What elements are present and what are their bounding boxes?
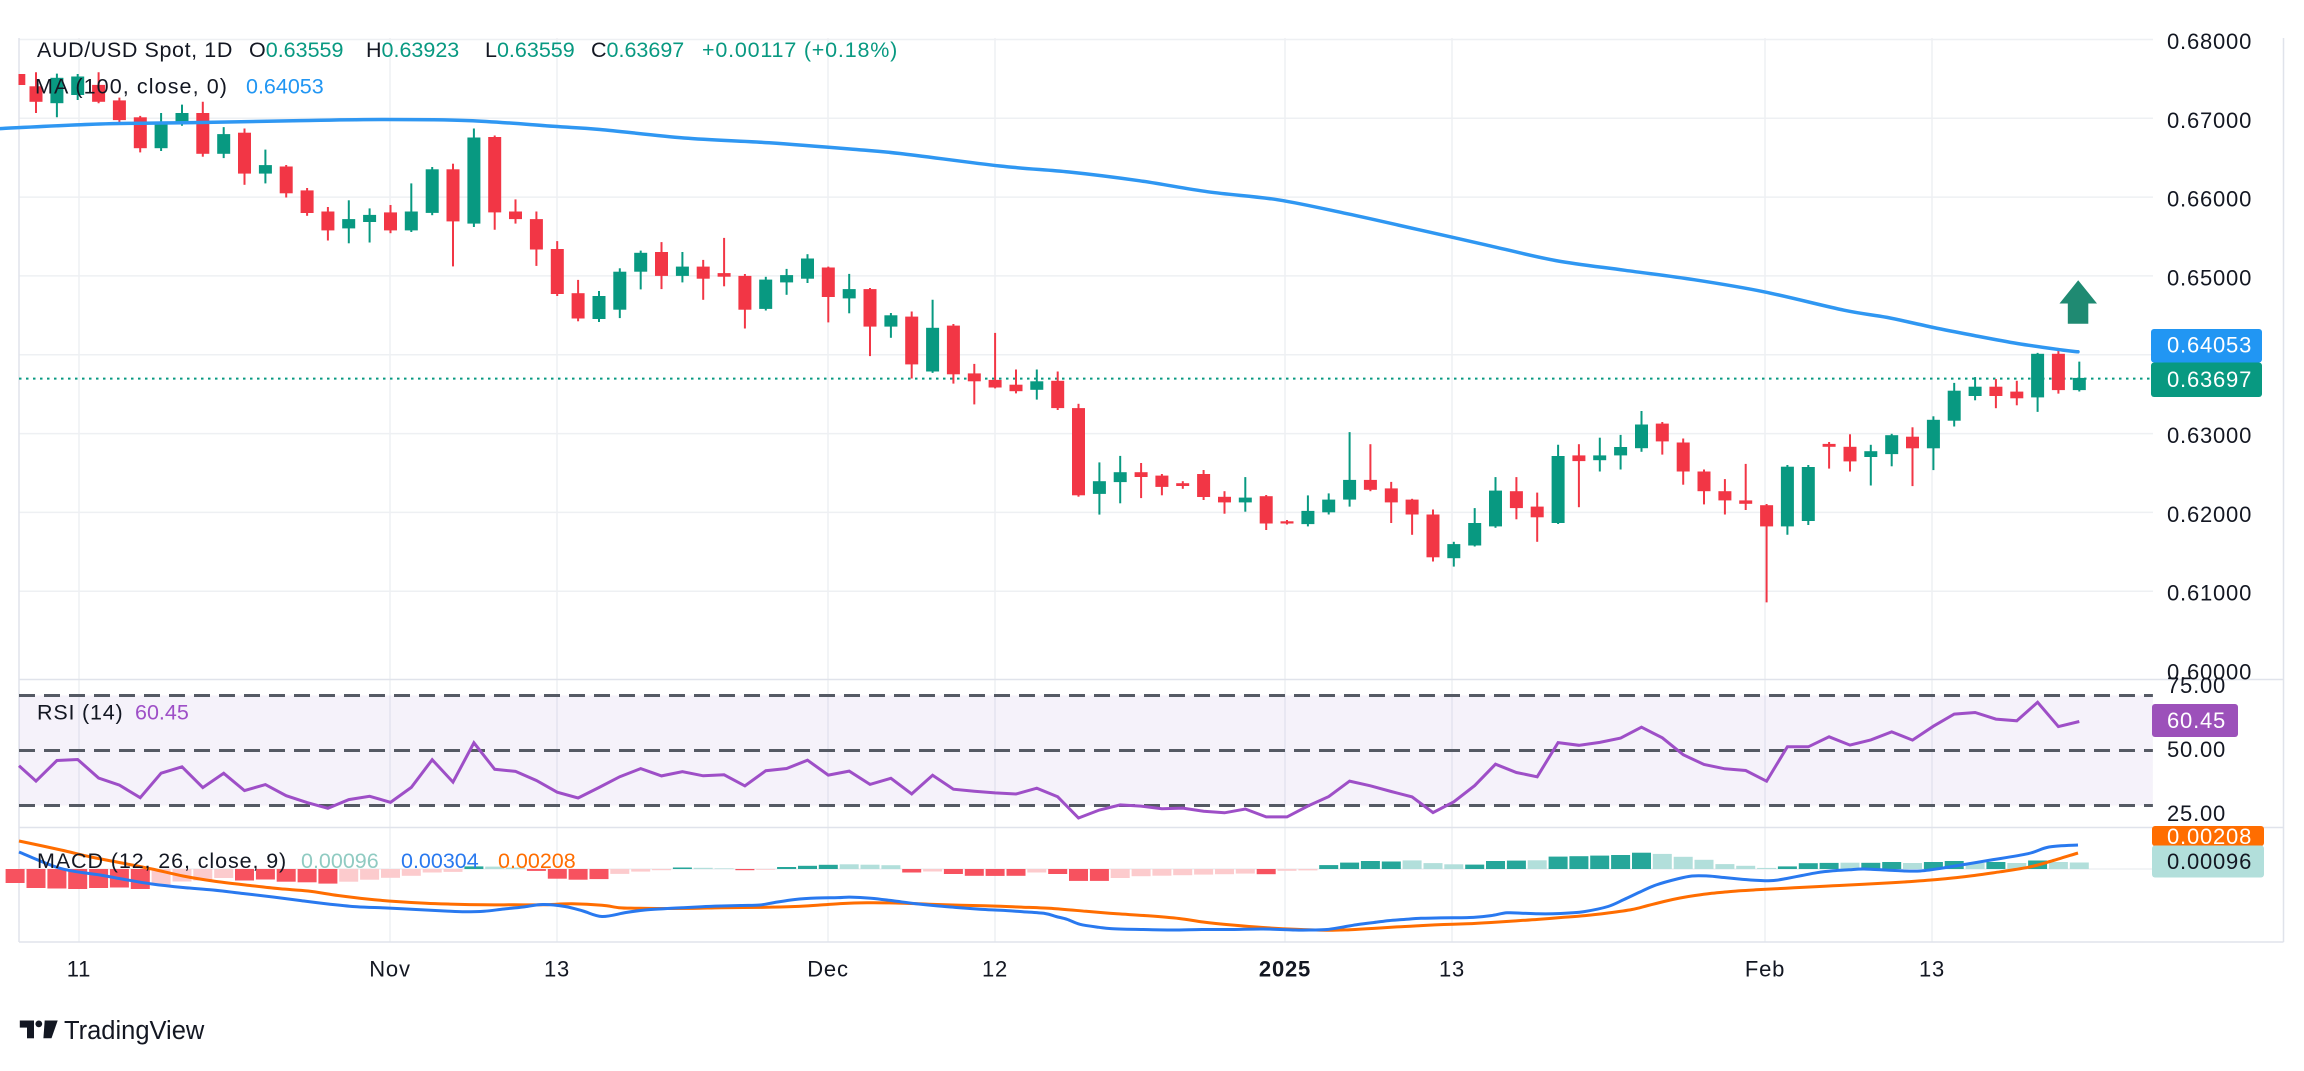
svg-text:0.60000: 0.60000	[2167, 660, 2252, 685]
svg-text:+0.00117 (+0.18%): +0.00117 (+0.18%)	[702, 38, 898, 62]
svg-text:2025: 2025	[1259, 957, 1311, 982]
svg-text:0.62000: 0.62000	[2167, 502, 2252, 527]
svg-text:12: 12	[982, 957, 1008, 982]
svg-text:0.00304: 0.00304	[401, 849, 479, 873]
svg-text:0.68000: 0.68000	[2167, 29, 2252, 54]
svg-text:0.00208: 0.00208	[2167, 824, 2252, 849]
svg-text:60.45: 60.45	[135, 701, 189, 725]
svg-text:RSI (14): RSI (14)	[37, 701, 123, 725]
svg-text:0.67000: 0.67000	[2167, 108, 2252, 133]
svg-text:AUD/USD Spot, 1D: AUD/USD Spot, 1D	[37, 38, 233, 62]
svg-text:0.63000: 0.63000	[2167, 423, 2252, 448]
svg-text:50.00: 50.00	[2167, 737, 2226, 762]
svg-text:MACD (12, 26, close, 9): MACD (12, 26, close, 9)	[37, 849, 287, 873]
svg-text:0.00096: 0.00096	[301, 849, 379, 873]
svg-text:H0.63923: H0.63923	[366, 38, 459, 62]
svg-text:75.00: 75.00	[2167, 673, 2226, 698]
svg-text:0.65000: 0.65000	[2167, 265, 2252, 290]
svg-text:25.00: 25.00	[2167, 801, 2226, 826]
svg-text:C0.63697: C0.63697	[591, 38, 684, 62]
svg-text:MA (100, close, 0): MA (100, close, 0)	[35, 75, 228, 99]
svg-text:TradingView: TradingView	[64, 1017, 205, 1045]
svg-text:L0.63559: L0.63559	[485, 38, 575, 62]
svg-text:13: 13	[1919, 957, 1945, 982]
svg-text:13: 13	[544, 957, 570, 982]
svg-text:11: 11	[67, 957, 91, 982]
svg-text:Nov: Nov	[369, 957, 411, 982]
svg-text:Dec: Dec	[807, 957, 849, 982]
svg-text:0.00096: 0.00096	[2167, 849, 2252, 874]
svg-text:0.61000: 0.61000	[2167, 581, 2252, 606]
svg-text:0.66000: 0.66000	[2167, 187, 2252, 212]
svg-text:0.64053: 0.64053	[2167, 333, 2252, 358]
svg-text:0.63697: 0.63697	[2167, 367, 2252, 392]
svg-text:0.64053: 0.64053	[246, 75, 324, 99]
svg-text:O0.63559: O0.63559	[249, 38, 343, 62]
svg-text:0.00208: 0.00208	[498, 849, 576, 873]
svg-text:13: 13	[1439, 957, 1465, 982]
svg-text:60.45: 60.45	[2167, 708, 2226, 733]
svg-text:Feb: Feb	[1745, 957, 1785, 982]
